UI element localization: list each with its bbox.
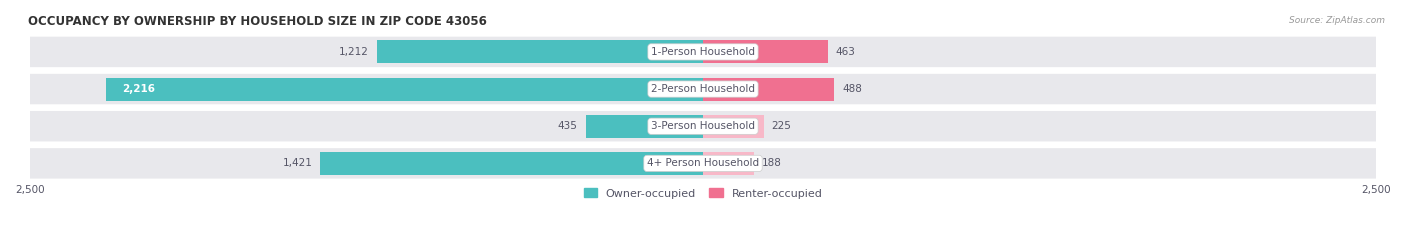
Text: Source: ZipAtlas.com: Source: ZipAtlas.com: [1289, 16, 1385, 25]
Text: 225: 225: [772, 121, 792, 131]
FancyBboxPatch shape: [30, 37, 1376, 67]
FancyBboxPatch shape: [30, 111, 1376, 141]
Text: 1,421: 1,421: [283, 158, 312, 168]
FancyBboxPatch shape: [30, 148, 1376, 179]
Text: 2-Person Household: 2-Person Household: [651, 84, 755, 94]
Text: 1-Person Household: 1-Person Household: [651, 47, 755, 57]
Bar: [586, 115, 703, 138]
FancyBboxPatch shape: [30, 74, 1376, 104]
Text: 3-Person Household: 3-Person Household: [651, 121, 755, 131]
Text: 2,216: 2,216: [122, 84, 156, 94]
Text: 488: 488: [842, 84, 862, 94]
Bar: [703, 40, 828, 63]
Text: 4+ Person Household: 4+ Person Household: [647, 158, 759, 168]
Text: 1,212: 1,212: [339, 47, 368, 57]
Bar: [703, 78, 834, 101]
Legend: Owner-occupied, Renter-occupied: Owner-occupied, Renter-occupied: [579, 184, 827, 203]
Text: OCCUPANCY BY OWNERSHIP BY HOUSEHOLD SIZE IN ZIP CODE 43056: OCCUPANCY BY OWNERSHIP BY HOUSEHOLD SIZE…: [28, 15, 488, 28]
Bar: [377, 40, 703, 63]
Bar: [321, 152, 703, 175]
Text: 188: 188: [762, 158, 782, 168]
Bar: [703, 152, 754, 175]
Bar: [703, 115, 763, 138]
Text: 463: 463: [835, 47, 856, 57]
Bar: [107, 78, 703, 101]
Text: 435: 435: [558, 121, 578, 131]
